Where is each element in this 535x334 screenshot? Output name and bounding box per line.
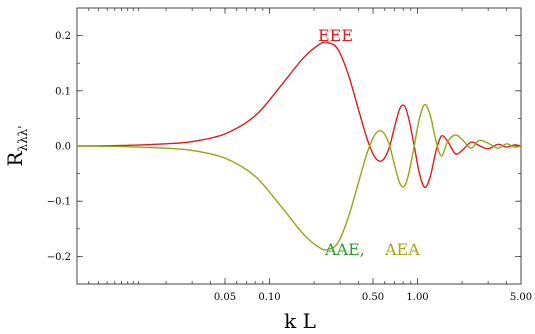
annotation-aea: AEA (384, 240, 420, 259)
y-axis-title-sub: λλλ' (16, 125, 30, 151)
plot-frame (76, 7, 522, 285)
y-axis-title-main: R (3, 151, 27, 167)
x-tick-label: 5.00 (510, 292, 532, 303)
series-layer (76, 41, 522, 251)
y-tick-label: 0.2 (55, 31, 71, 42)
x-tick-label: 1.00 (406, 292, 428, 303)
x-tick-label: 0.50 (362, 292, 384, 303)
series-line-0 (76, 41, 522, 189)
y-tick-label: 0.0 (55, 142, 71, 153)
y-tick-label: −0.2 (47, 252, 71, 263)
tick-labels: 0.05 0.10 0.50 1.00 5.00 0.2 0.1 0.0 −0.1 −0.2 (47, 31, 532, 303)
x-tick-label: 0.10 (258, 292, 280, 303)
annotation-aae: AAE, (324, 240, 365, 259)
y-tick-label: 0.1 (55, 86, 71, 97)
series-line-1 (76, 103, 522, 251)
svg-text:Rλλλ': Rλλλ' (3, 125, 30, 166)
x-tick-label: 0.05 (214, 292, 236, 303)
y-tick-label: −0.1 (47, 197, 71, 208)
ticks (76, 7, 522, 285)
x-axis-title: k L (284, 309, 316, 333)
annotation-eee: EEE (318, 26, 353, 45)
y-axis-title: Rλλλ' (3, 125, 30, 166)
